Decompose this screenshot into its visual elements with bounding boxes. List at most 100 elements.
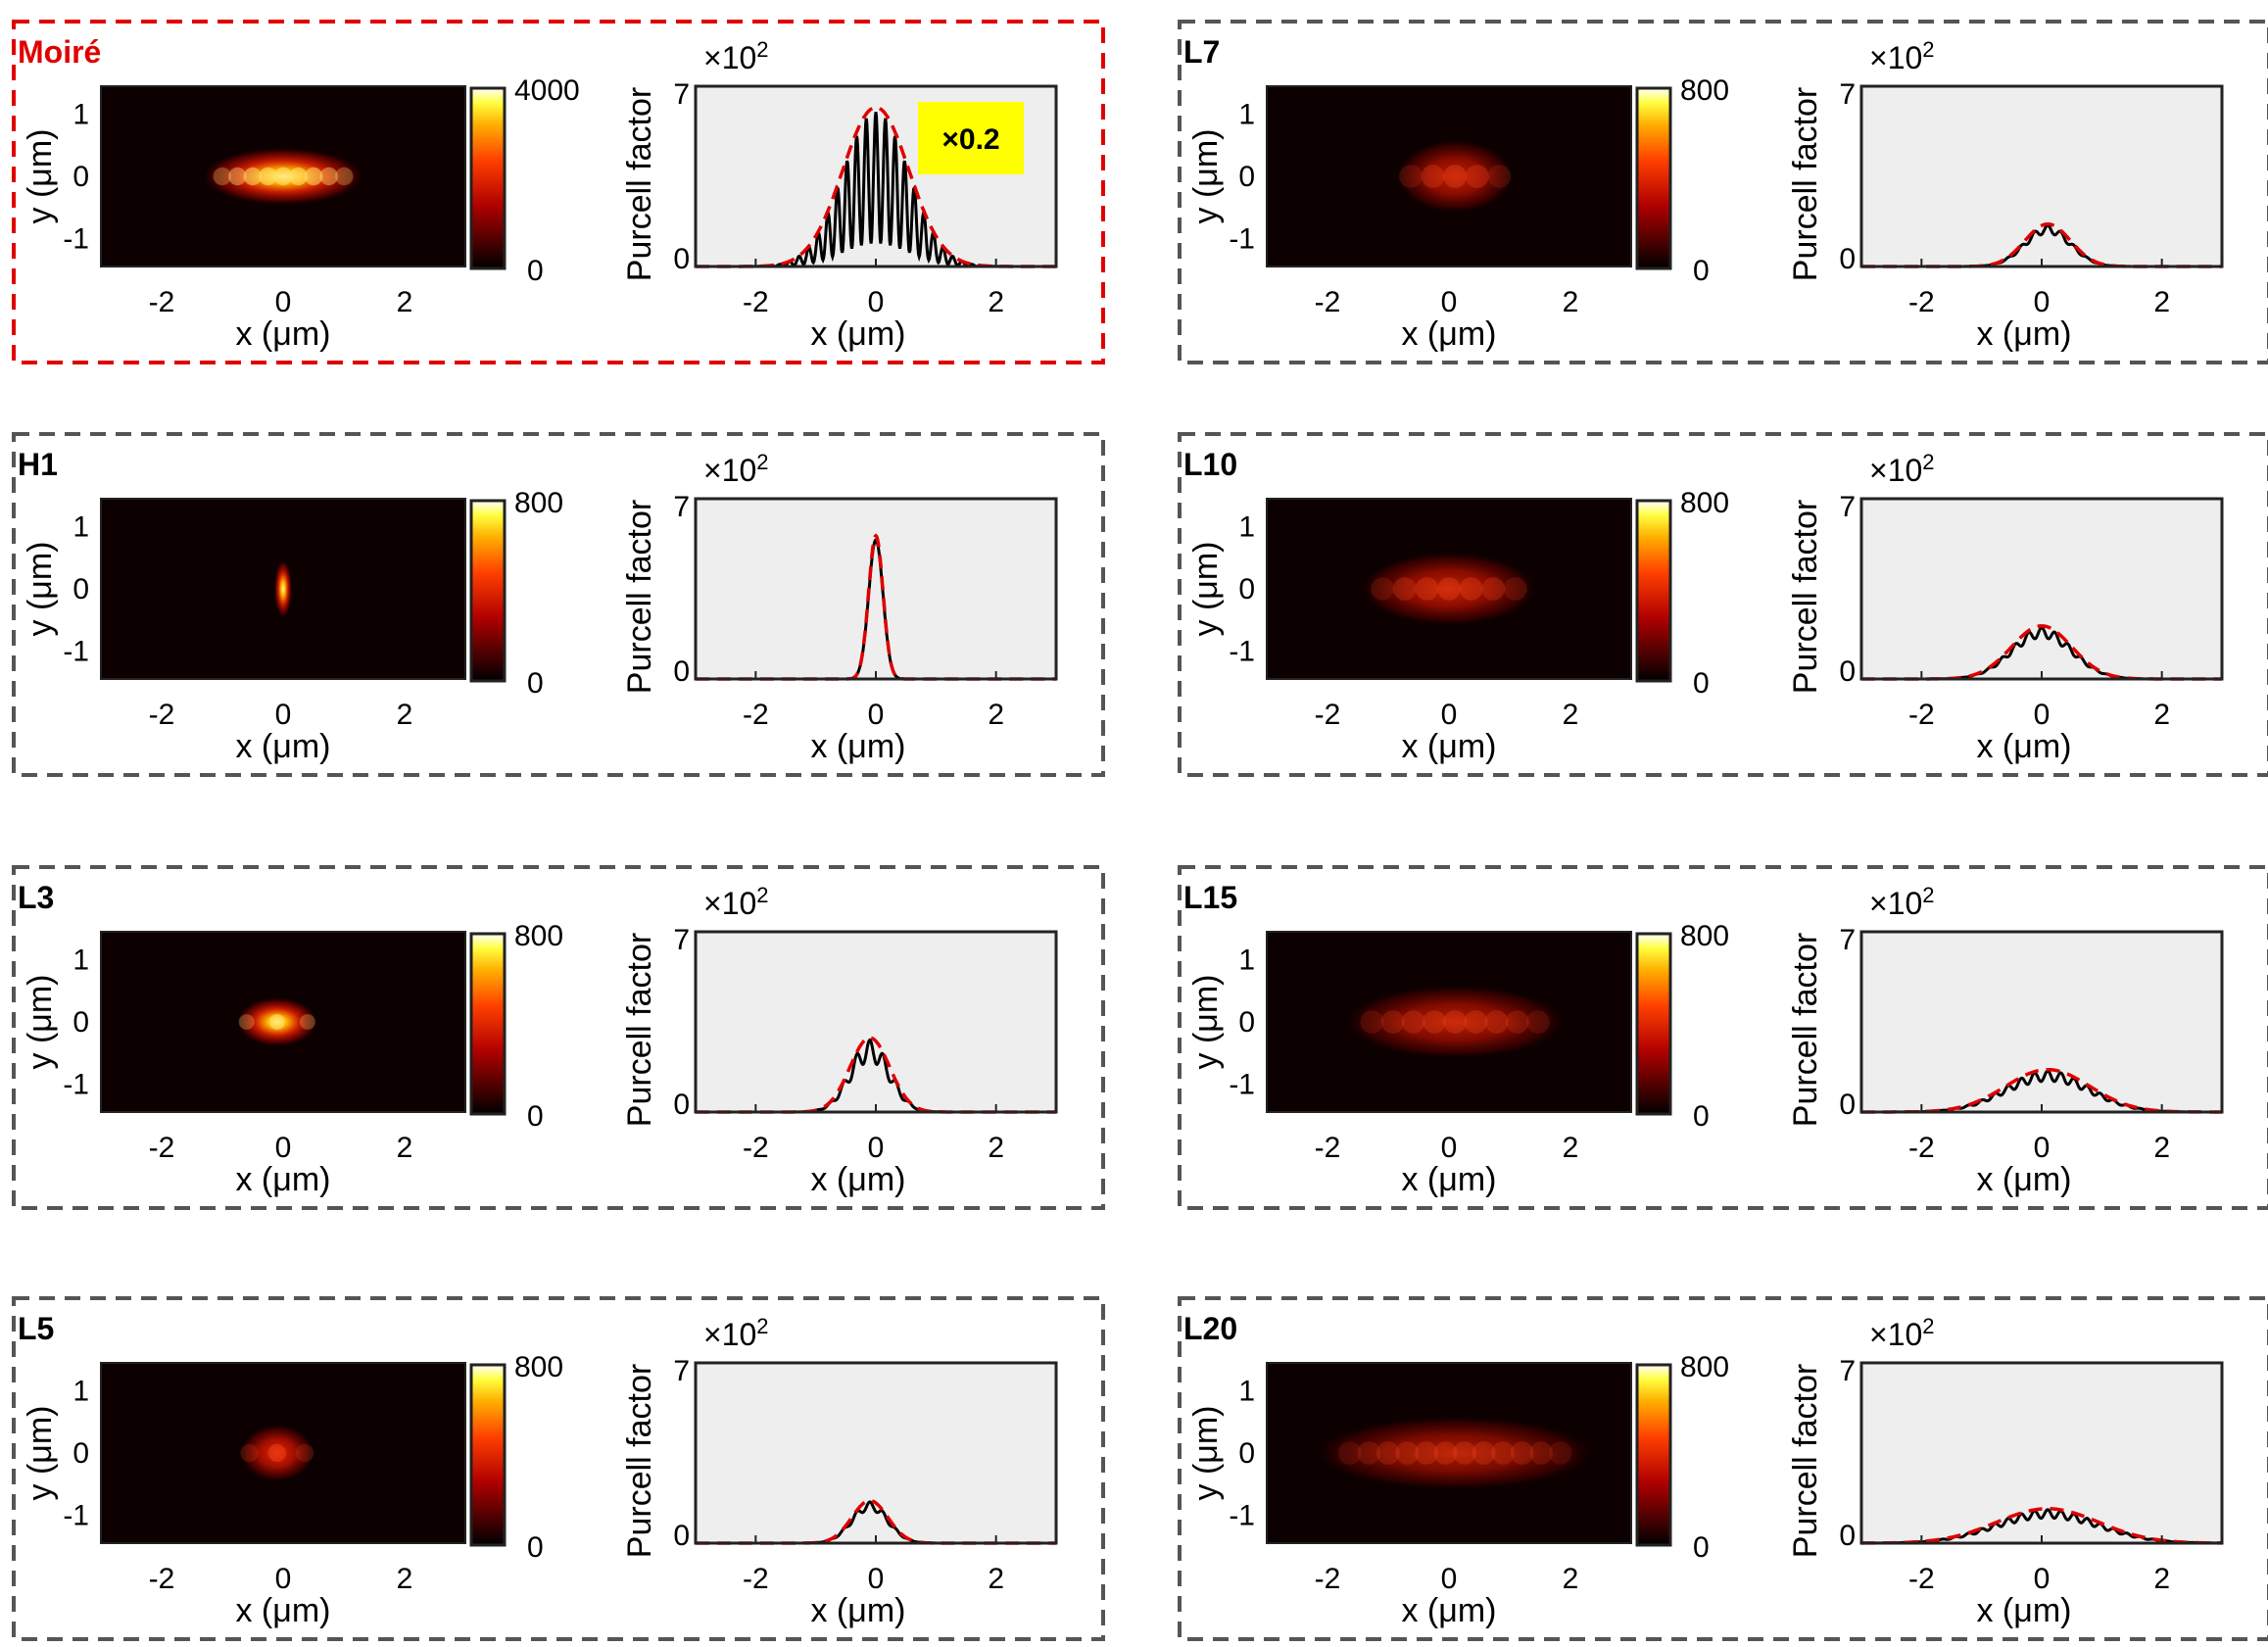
mode-lobe — [273, 167, 293, 186]
panel-label: L15 — [1183, 880, 1237, 915]
mode-lobe — [1443, 1010, 1468, 1034]
heatmap-frame — [100, 85, 466, 267]
mode-lobe — [1433, 1441, 1458, 1465]
heatmap-ytick-label: 0 — [1238, 1437, 1255, 1470]
colorbar-max-label: 800 — [514, 1351, 563, 1383]
heatmap-ytick-label: -1 — [63, 1068, 89, 1100]
heatmap-ylabel: y (μm) — [1187, 541, 1225, 636]
purcell-xlabel: x (μm) — [1976, 728, 2071, 765]
purcell-ytick-label: 0 — [1839, 243, 1856, 275]
scale-prefix: ×10 — [703, 886, 756, 921]
purcell-xlabel: x (μm) — [810, 1592, 905, 1629]
heatmap-xtick-label: 0 — [275, 1132, 292, 1164]
panel-border — [1178, 20, 2268, 364]
heatmap-xtick-label: -2 — [149, 286, 175, 318]
heatmap-ylabel: y (μm) — [22, 541, 59, 636]
heatmap-ytick-label: -1 — [1229, 222, 1255, 255]
heatmap-xtick-label: 0 — [1441, 1563, 1458, 1595]
heatmap-xlabel: x (μm) — [235, 1161, 330, 1198]
panel-border — [12, 432, 1105, 777]
mode-lobe — [1481, 577, 1506, 601]
colorbar-min-label: 0 — [1693, 1100, 1710, 1133]
heatmap-ytick-label: 1 — [1238, 511, 1255, 544]
heatmap-ytick-label: 0 — [72, 1437, 89, 1470]
heatmap-xtick-label: 2 — [1563, 699, 1579, 731]
heatmap-ytick-label: -1 — [1229, 635, 1255, 667]
mode-lobe — [1423, 1010, 1446, 1034]
mode-lobe — [1375, 1441, 1400, 1465]
heatmap-xlabel: x (μm) — [1401, 1592, 1496, 1629]
purcell-ytick-label: 7 — [673, 78, 690, 111]
purcell-xtick-label: 2 — [2153, 286, 2170, 318]
colorbar — [469, 932, 507, 1116]
purcell-plot-area — [1861, 1363, 2222, 1543]
colorbar — [1635, 932, 1672, 1116]
heatmap-frame — [100, 931, 466, 1113]
mode-lobe — [1472, 1441, 1496, 1465]
panel-label: L5 — [18, 1311, 54, 1346]
scale-exponent: 2 — [1922, 450, 1934, 474]
mode-lobe — [1421, 165, 1445, 188]
purcell-xtick-label: 2 — [2153, 699, 2170, 731]
heatmap-xtick-label: 2 — [1563, 286, 1579, 318]
panel-border — [1178, 865, 2268, 1210]
purcell-xlabel: x (μm) — [1976, 1592, 2071, 1629]
mode-lobe — [1487, 165, 1512, 188]
panel-border — [12, 1296, 1105, 1641]
mode-lobe — [1503, 577, 1527, 601]
purcell-xtick-label: -2 — [743, 699, 769, 731]
mode-lobe — [1526, 1010, 1550, 1034]
mode-lobe — [238, 1014, 255, 1030]
mode-lobe — [1392, 577, 1417, 601]
heatmap-xlabel: x (μm) — [235, 728, 330, 765]
purcell-ylabel: Purcell factor — [1787, 87, 1824, 281]
purcell-ytick-label: 7 — [1839, 924, 1856, 956]
heatmap-ylabel: y (μm) — [22, 974, 59, 1069]
colorbar-min-label: 0 — [1693, 1531, 1710, 1564]
heatmap-frame — [100, 1362, 466, 1544]
mode-lobe — [259, 167, 277, 186]
colorbar-max-label: 800 — [1680, 920, 1729, 952]
purcell-scale-factor: ×102 — [703, 883, 769, 921]
purcell-ytick-label: 7 — [673, 924, 690, 956]
colorbar-min-label: 0 — [527, 255, 544, 287]
heatmap-xtick-label: -2 — [1315, 286, 1341, 318]
mode-lobe — [299, 1014, 315, 1030]
mode-lobe — [1401, 1010, 1425, 1034]
purcell-xtick-label: 2 — [988, 699, 1004, 731]
mode-lobe — [243, 167, 263, 186]
mode-lobe — [1459, 577, 1483, 601]
heatmap-ytick-label: -1 — [1229, 1499, 1255, 1531]
purcell-xlabel: x (μm) — [1976, 315, 2071, 353]
heatmap-ytick-label: -1 — [63, 1499, 89, 1531]
mode-lobe — [1360, 1010, 1384, 1034]
heatmap-frame — [100, 498, 466, 680]
scale-prefix: ×10 — [1869, 886, 1922, 921]
heatmap-ytick-label: 1 — [72, 99, 89, 131]
purcell-xtick-label: -2 — [1908, 699, 1935, 731]
colorbar — [1635, 1363, 1672, 1547]
purcell-xtick-label: 0 — [2034, 1132, 2051, 1164]
heatmap-xtick-label: -2 — [1315, 699, 1341, 731]
heatmap-xtick-label: -2 — [149, 1563, 175, 1595]
heatmap-xlabel: x (μm) — [1401, 1161, 1496, 1198]
purcell-scale-factor: ×102 — [703, 1314, 769, 1352]
scale-exponent: 2 — [756, 1314, 768, 1338]
scale-prefix: ×10 — [1869, 40, 1922, 75]
colorbar-min-label: 0 — [527, 667, 544, 700]
heatmap-frame — [1266, 931, 1632, 1113]
purcell-fit-line — [696, 1036, 1056, 1114]
purcell-xtick-label: -2 — [1908, 1563, 1935, 1595]
purcell-xtick-label: -2 — [1908, 286, 1935, 318]
colorbar-min-label: 0 — [1693, 255, 1710, 287]
mode-lobe — [1437, 577, 1461, 601]
purcell-xtick-label: 2 — [988, 286, 1004, 318]
heatmap-xtick-label: 2 — [397, 1132, 413, 1164]
mode-lobe — [1465, 165, 1489, 188]
mode-field — [1361, 552, 1537, 626]
purcell-ytick-label: 7 — [673, 1355, 690, 1387]
panel-label: L3 — [18, 880, 54, 915]
